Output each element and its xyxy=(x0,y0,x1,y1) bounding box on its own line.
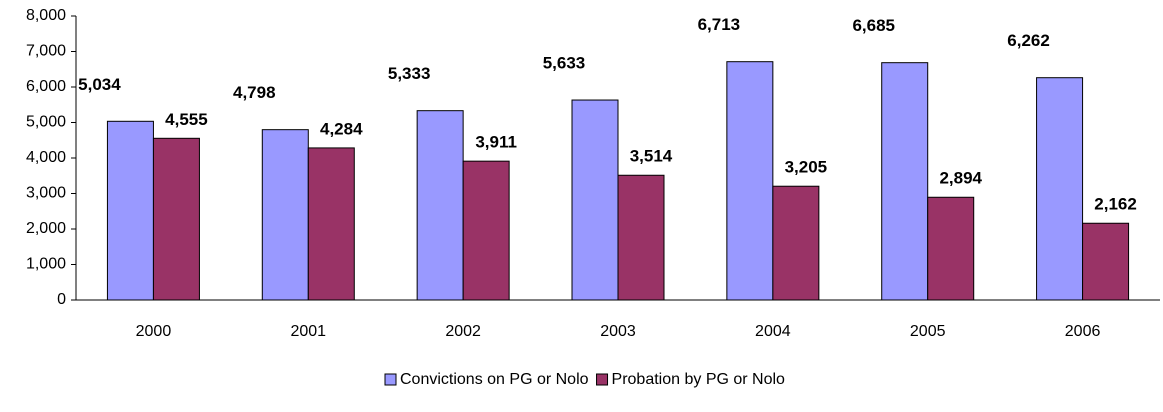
legend-label: Probation by PG or Nolo xyxy=(612,371,786,388)
bar xyxy=(927,196,975,301)
value-label: 6,713 xyxy=(698,15,741,34)
value-label: 5,034 xyxy=(78,75,121,94)
bar xyxy=(462,160,510,301)
x-tick-label: 2001 xyxy=(290,323,326,340)
value-label: 6,685 xyxy=(852,16,895,35)
bar xyxy=(726,61,774,301)
x-tick-label: 2003 xyxy=(600,323,636,340)
bar xyxy=(261,129,309,301)
value-label: 4,284 xyxy=(320,119,363,138)
x-tick-label: 2005 xyxy=(910,323,946,340)
x-tick-label: 2002 xyxy=(445,323,481,340)
y-tick-label: 1,000 xyxy=(26,256,66,273)
bar xyxy=(307,147,355,301)
y-tick-label: 3,000 xyxy=(26,185,66,202)
bar xyxy=(1082,222,1130,301)
bar xyxy=(1036,77,1084,301)
y-tick-label: 5,000 xyxy=(26,114,66,131)
value-label: 2,162 xyxy=(1094,195,1137,214)
value-label: 4,555 xyxy=(165,110,208,129)
value-label: 5,633 xyxy=(543,54,586,73)
y-tick-label: 6,000 xyxy=(26,78,66,95)
legend-swatch xyxy=(384,373,397,386)
bar xyxy=(152,137,200,301)
bar xyxy=(772,185,820,301)
y-tick-label: 8,000 xyxy=(26,7,66,24)
bar xyxy=(881,62,929,301)
y-tick-label: 0 xyxy=(57,291,66,308)
legend-swatch xyxy=(596,373,609,386)
value-label: 3,911 xyxy=(475,133,517,152)
y-tick-label: 4,000 xyxy=(26,149,66,166)
bar xyxy=(416,110,464,301)
value-label: 2,894 xyxy=(939,169,982,188)
x-tick-label: 2000 xyxy=(136,323,172,340)
value-label: 3,205 xyxy=(785,158,828,177)
x-tick-label: 2006 xyxy=(1065,323,1101,340)
legend-label: Convictions on PG or Nolo xyxy=(400,371,589,388)
value-label: 3,514 xyxy=(630,147,673,166)
y-tick-label: 7,000 xyxy=(26,43,66,60)
bar xyxy=(617,174,665,301)
value-label: 6,262 xyxy=(1007,31,1050,50)
y-tick-label: 2,000 xyxy=(26,220,66,237)
bar xyxy=(106,120,154,301)
value-label: 4,798 xyxy=(233,83,276,102)
x-tick-label: 2004 xyxy=(755,323,791,340)
bar xyxy=(571,99,619,301)
value-label: 5,333 xyxy=(388,64,431,83)
